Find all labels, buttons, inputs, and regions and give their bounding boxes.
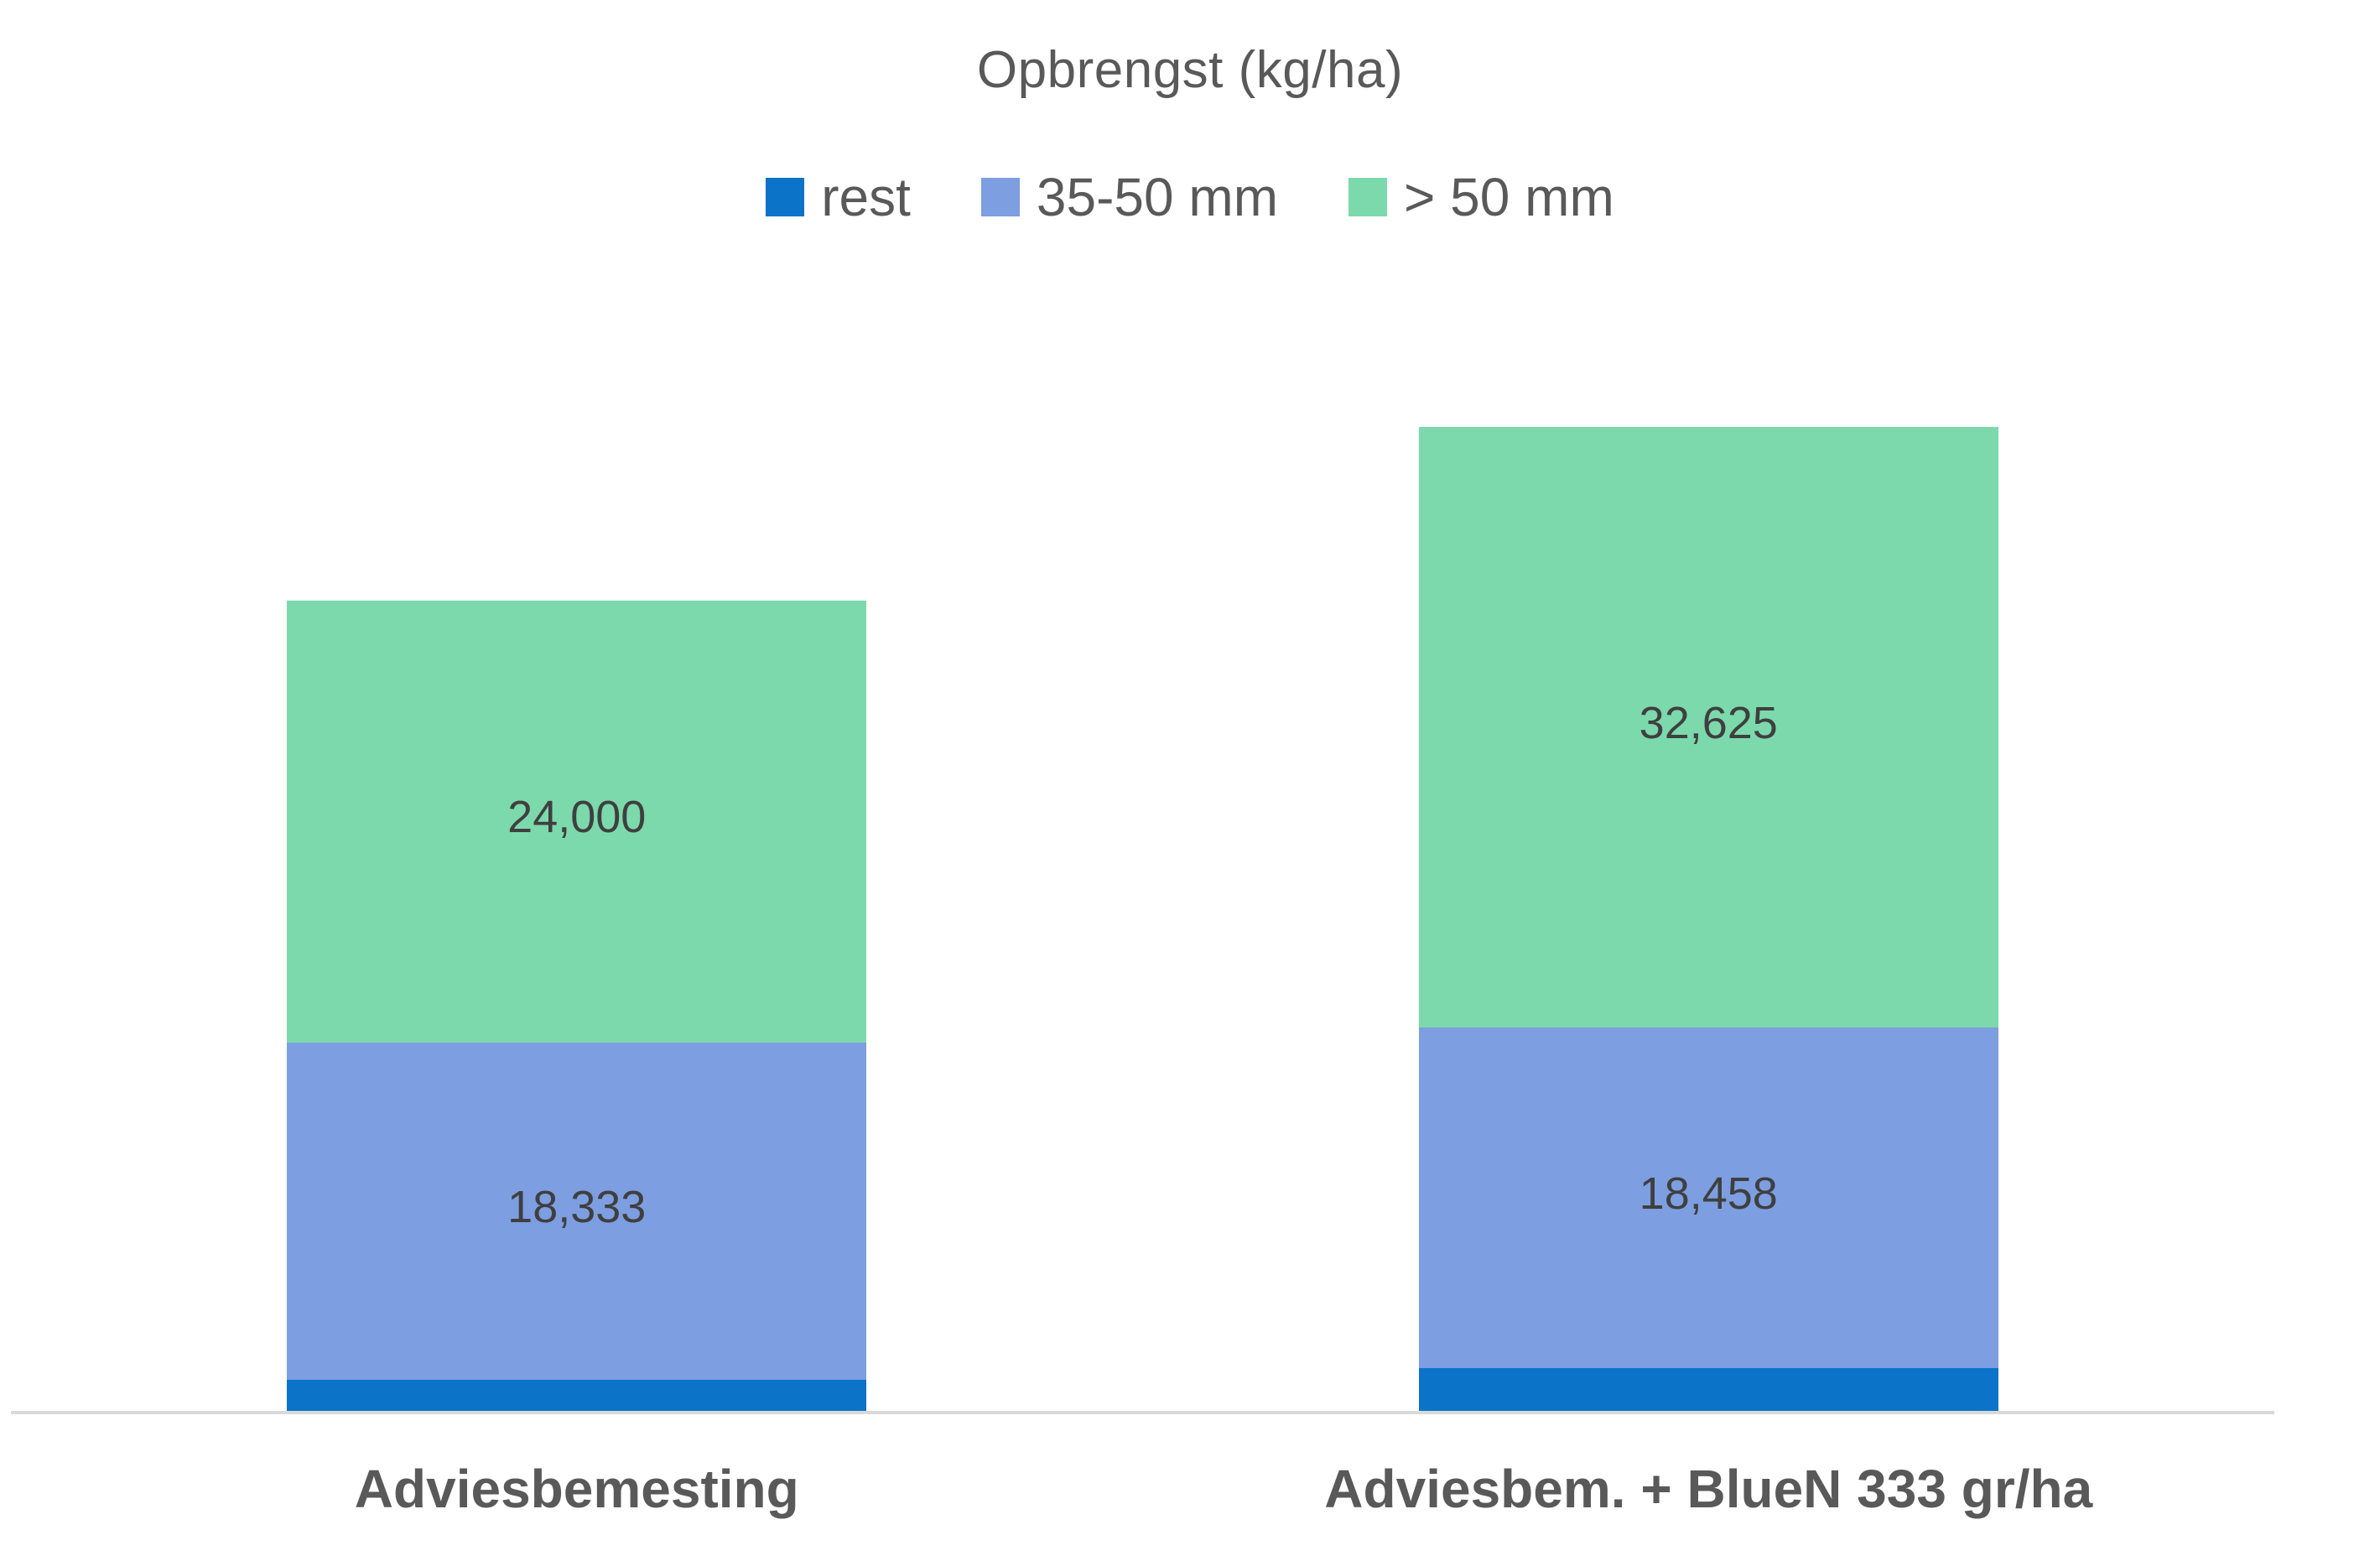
- category-axis: Adviesbemesting Adviesbem. + BlueN 333 gr…: [11, 1458, 2274, 1542]
- legend-swatch-icon: [980, 178, 1020, 216]
- plot-area: 18,333 24,000 18,458 32,625: [11, 0, 2274, 1414]
- category-label: Adviesbem. + BlueN 333 gr/ha: [1324, 1459, 2093, 1519]
- legend-label: 35-50 mm: [1036, 167, 1279, 227]
- bar-segment-35-50-mm: 18,333: [287, 1042, 867, 1381]
- category-label: Adviesbemesting: [354, 1459, 799, 1519]
- value-label: 32,625: [1639, 698, 1778, 749]
- x-axis-line: [11, 1411, 2274, 1414]
- bar-segment-rest: [1418, 1367, 1998, 1411]
- value-label: 18,333: [507, 1182, 647, 1233]
- value-label: 24,000: [507, 792, 647, 843]
- legend: rest 35-50 mm > 50 mm: [0, 166, 2380, 228]
- legend-swatch-icon: [1348, 178, 1388, 216]
- bar-adviesbemesting: 18,333 24,000: [287, 600, 867, 1411]
- bar-segment-rest: [287, 1380, 867, 1411]
- value-label: 18,458: [1639, 1168, 1778, 1220]
- bar-segment-35-50-mm: 18,458: [1418, 1028, 1998, 1368]
- bar-adviesbem-bluen: 18,458 32,625: [1418, 427, 1998, 1411]
- bar-segment--50-mm: 24,000: [287, 600, 867, 1043]
- legend-item--50-mm: > 50 mm: [1348, 166, 1614, 228]
- bar-segment--50-mm: 32,625: [1418, 427, 1998, 1028]
- legend-label: rest: [821, 167, 911, 227]
- legend-item-rest: rest: [766, 166, 911, 228]
- legend-swatch-icon: [766, 178, 805, 216]
- legend-item-35-50-mm: 35-50 mm: [980, 166, 1279, 228]
- chart-title: Opbrengst (kg/ha): [976, 41, 1404, 99]
- legend-label: > 50 mm: [1404, 167, 1614, 227]
